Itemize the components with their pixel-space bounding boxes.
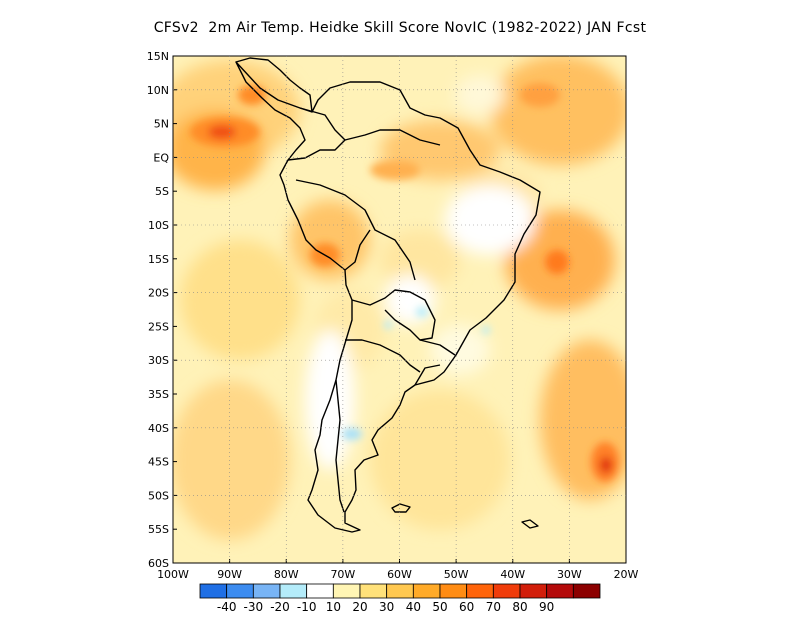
colorbar-label: 80: [512, 600, 527, 614]
colorbar: [199, 583, 601, 599]
lat-tick-label: 60S: [148, 557, 169, 570]
coastlines: [235, 57, 541, 533]
skill-field: [173, 56, 626, 563]
colorbar-swatch: [572, 583, 601, 599]
lon-tick-label: 60W: [387, 568, 412, 581]
lat-tick-label: 5N: [154, 118, 169, 131]
lon-tick-label: 40W: [500, 568, 525, 581]
colorbar-swatch: [466, 583, 494, 599]
colorbar-swatch: [199, 583, 228, 599]
colorbar-label: 40: [406, 600, 421, 614]
colorbar-label: 90: [539, 600, 554, 614]
lat-tick-label: 25S: [148, 320, 169, 333]
colorbar-swatch: [492, 583, 521, 599]
colorbar-labels: -40 -30 -20 -10 10 20 30 40 50 60 70 80 90: [217, 600, 554, 614]
colorbar-label: -10: [297, 600, 317, 614]
colorbar-label: -30: [244, 600, 264, 614]
colorbar-label: -20: [270, 600, 290, 614]
colorbar-swatch: [546, 583, 574, 599]
lat-tick-label: 15N: [147, 50, 169, 63]
colorbar-label: 30: [379, 600, 394, 614]
chart-title: CFSv2 2m Air Temp. Heidke Skill Score No…: [153, 20, 647, 36]
colorbar-swatch: [306, 583, 334, 599]
colorbar-label: 70: [486, 600, 501, 614]
colorbar-swatch: [412, 583, 441, 599]
lat-tick-label: 10S: [148, 219, 169, 232]
colorbar-swatch: [279, 583, 308, 599]
lon-tick-label: 90W: [217, 568, 242, 581]
lat-tick-label: 10N: [147, 84, 169, 97]
colorbar-swatch: [519, 583, 548, 599]
lon-tick-label: 50W: [444, 568, 469, 581]
lat-tick-label: 50S: [148, 489, 169, 502]
lon-tick-label: 20W: [614, 568, 639, 581]
colorbar-swatch: [386, 583, 414, 599]
colorbar-label: -40: [217, 600, 237, 614]
colorbar-label: 20: [352, 600, 367, 614]
colorbar-swatch: [439, 583, 468, 599]
colorbar-swatch: [226, 583, 254, 599]
lat-tick-label: 20S: [148, 287, 169, 300]
lat-tick-label: 45S: [148, 456, 169, 469]
lon-tick-label: 80W: [274, 568, 299, 581]
colorbar-swatch: [359, 583, 388, 599]
lon-tick-label: 30W: [557, 568, 582, 581]
lat-tick-label: 30S: [148, 354, 169, 367]
colorbar-swatch: [332, 583, 361, 599]
colorbar-label: 10: [326, 600, 341, 614]
lat-tick-label: 15S: [148, 253, 169, 266]
lat-tick-label: EQ: [153, 151, 169, 164]
gridlines: [173, 56, 626, 563]
lat-tick-label: 5S: [155, 185, 169, 198]
lat-tick-label: 40S: [148, 422, 169, 435]
lon-tick-label: 70W: [330, 568, 355, 581]
lat-tick-label: 55S: [148, 523, 169, 536]
colorbar-swatch: [252, 583, 281, 599]
lon-tick-label: 100W: [157, 568, 189, 581]
lat-tick-label: 35S: [148, 388, 169, 401]
latitude-ticks: 15N 10N 5N EQ 5S 10S 15S 20S 25S 30S 35S 40S 45S 50S 5…: [147, 50, 177, 570]
colorbar-label: 60: [459, 600, 474, 614]
longitude-ticks: 100W 90W 80W 70W 60W 50W 40W 30W 20W: [157, 559, 639, 581]
colorbar-label: 50: [432, 600, 447, 614]
